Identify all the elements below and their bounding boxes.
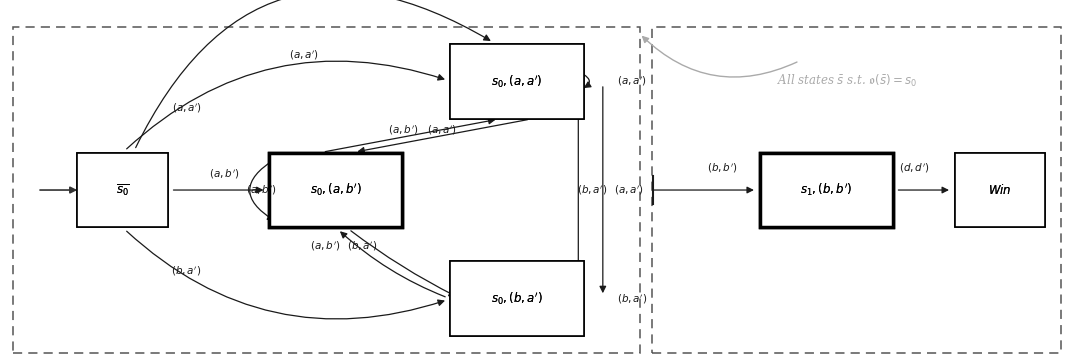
FancyBboxPatch shape bbox=[450, 261, 584, 336]
Text: $(a,b')$: $(a,b')$ bbox=[310, 239, 340, 253]
FancyBboxPatch shape bbox=[759, 153, 893, 228]
Text: $(b,a')$: $(b,a')$ bbox=[617, 292, 647, 306]
Text: $(b,a')$: $(b,a')$ bbox=[577, 183, 607, 197]
Text: $\overline{s_0}$: $\overline{s_0}$ bbox=[116, 182, 129, 198]
FancyBboxPatch shape bbox=[955, 153, 1045, 228]
Text: $s_1,(b,b')$: $s_1,(b,b')$ bbox=[800, 182, 853, 198]
Bar bbox=[652, 27, 1061, 353]
Text: $(a,b')$: $(a,b')$ bbox=[388, 124, 418, 137]
Text: $(a,a')$: $(a,a')$ bbox=[427, 124, 457, 137]
Text: $(a,b')$: $(a,b')$ bbox=[246, 183, 276, 197]
Text: $(a,a')$: $(a,a')$ bbox=[172, 102, 201, 115]
Text: $s_0,(a,b')$: $s_0,(a,b')$ bbox=[310, 182, 361, 198]
Text: $(b,a')$: $(b,a')$ bbox=[348, 239, 377, 253]
Text: $(d,d')$: $(d,d')$ bbox=[900, 161, 930, 175]
FancyBboxPatch shape bbox=[450, 44, 584, 119]
FancyBboxPatch shape bbox=[759, 153, 893, 228]
Text: $(a,b')$: $(a,b')$ bbox=[209, 168, 239, 181]
Text: $Win$: $Win$ bbox=[988, 183, 1012, 197]
Text: $s_0,(a,a')$: $s_0,(a,a')$ bbox=[491, 73, 543, 90]
Text: $(b,a')$: $(b,a')$ bbox=[172, 265, 201, 278]
Bar bbox=[13, 27, 640, 353]
Text: $(a,a')$: $(a,a')$ bbox=[289, 49, 319, 62]
Text: $s_0,(a,b')$: $s_0,(a,b')$ bbox=[310, 182, 361, 198]
Text: $Win$: $Win$ bbox=[988, 183, 1012, 197]
FancyBboxPatch shape bbox=[78, 153, 168, 228]
FancyBboxPatch shape bbox=[450, 261, 584, 336]
Text: All states $\bar{s}$ s.t. $\mathfrak{o}(\bar{s})=s_0$: All states $\bar{s}$ s.t. $\mathfrak{o}(… bbox=[777, 73, 918, 89]
Text: $s_0,(b,a')$: $s_0,(b,a')$ bbox=[491, 291, 543, 307]
Text: $\overline{s_0}$: $\overline{s_0}$ bbox=[116, 182, 129, 198]
Text: $(a,a')$: $(a,a')$ bbox=[614, 183, 644, 197]
Text: $s_0,(b,a')$: $s_0,(b,a')$ bbox=[491, 291, 543, 307]
Text: $(b,b')$: $(b,b')$ bbox=[708, 161, 738, 175]
Text: $s_0,(a,a')$: $s_0,(a,a')$ bbox=[491, 73, 543, 90]
FancyBboxPatch shape bbox=[269, 153, 403, 228]
Text: $(a,a')$: $(a,a')$ bbox=[617, 75, 647, 88]
FancyBboxPatch shape bbox=[269, 153, 403, 228]
FancyBboxPatch shape bbox=[450, 44, 584, 119]
FancyBboxPatch shape bbox=[78, 153, 168, 228]
FancyBboxPatch shape bbox=[955, 153, 1045, 228]
Text: $s_1,(b,b')$: $s_1,(b,b')$ bbox=[800, 182, 853, 198]
